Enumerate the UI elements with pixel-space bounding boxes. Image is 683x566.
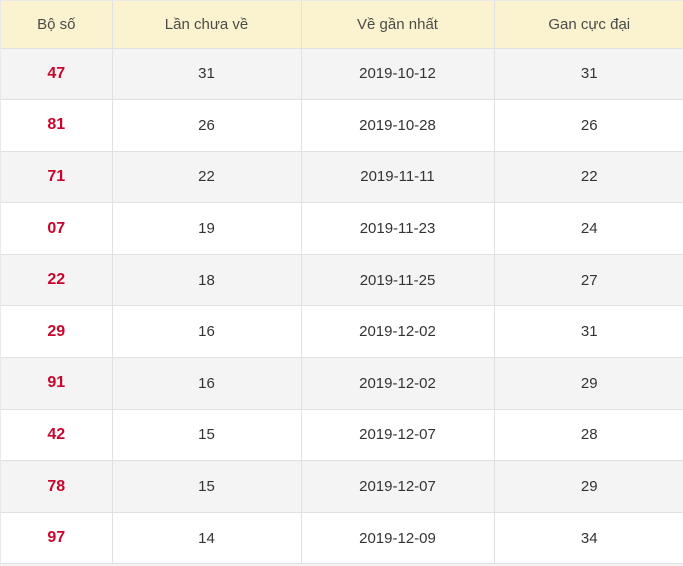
cell-ve-gan-nhat: 2019-12-09	[301, 512, 495, 565]
table-row: 07 19 2019-11-23 24	[1, 202, 683, 255]
cell-gan-cuc-dai: 31	[494, 305, 683, 359]
cell-ve-gan-nhat: 2019-12-02	[301, 305, 495, 359]
cell-lan-chua-ve: 14	[112, 512, 302, 565]
number-link[interactable]: 42	[47, 425, 66, 443]
cell-lan-chua-ve: 16	[112, 305, 302, 359]
cell-bo-so: 97	[1, 512, 113, 565]
cell-ve-gan-nhat: 2019-12-07	[301, 460, 495, 513]
cell-ve-gan-nhat: 2019-10-12	[301, 48, 495, 101]
cell-bo-so: 81	[1, 99, 113, 152]
cell-bo-so: 07	[1, 202, 113, 255]
number-link[interactable]: 71	[47, 167, 66, 185]
cell-gan-cuc-dai: 29	[494, 357, 683, 410]
cell-ve-gan-nhat: 2019-11-11	[301, 151, 495, 204]
cell-bo-so: 42	[1, 409, 113, 462]
cell-ve-gan-nhat: 2019-11-25	[301, 254, 495, 307]
table-row: 47 31 2019-10-12 31	[1, 48, 683, 101]
column-header-ve-gan-nhat: Về gần nhất	[301, 1, 495, 49]
cell-gan-cuc-dai: 28	[494, 409, 683, 462]
number-link[interactable]: 47	[47, 64, 66, 82]
table-row: 22 18 2019-11-25 27	[1, 254, 683, 307]
cell-ve-gan-nhat: 2019-11-23	[301, 202, 495, 255]
table-row: 81 26 2019-10-28 26	[1, 99, 683, 152]
cell-gan-cuc-dai: 34	[494, 512, 683, 565]
cell-ve-gan-nhat: 2019-12-07	[301, 409, 495, 462]
table-row: 91 16 2019-12-02 29	[1, 357, 683, 410]
column-header-lan-chua-ve: Lần chưa về	[112, 1, 302, 49]
table-row: 29 16 2019-12-02 31	[1, 305, 683, 359]
column-header-gan-cuc-dai: Gan cực đại	[494, 1, 683, 49]
cell-ve-gan-nhat: 2019-12-02	[301, 357, 495, 410]
partial-next-row	[1, 564, 683, 566]
cell-gan-cuc-dai: 24	[494, 202, 683, 255]
table-row: 42 15 2019-12-07 28	[1, 409, 683, 462]
cell-gan-cuc-dai: 31	[494, 48, 683, 101]
cell-lan-chua-ve: 18	[112, 254, 302, 307]
cell-gan-cuc-dai: 22	[494, 151, 683, 204]
number-link[interactable]: 07	[47, 219, 66, 237]
cell-lan-chua-ve: 15	[112, 460, 302, 513]
column-header-bo-so: Bộ số	[1, 1, 113, 49]
cell-lan-chua-ve: 15	[112, 409, 302, 462]
number-link[interactable]: 29	[47, 322, 66, 340]
cell-lan-chua-ve: 26	[112, 99, 302, 152]
table-header: Bộ số Lần chưa về Về gần nhất Gan cực đạ…	[1, 1, 683, 49]
cell-bo-so: 22	[1, 254, 113, 307]
cell-bo-so: 29	[1, 305, 113, 359]
number-link[interactable]: 78	[47, 477, 66, 495]
number-link[interactable]: 91	[47, 374, 66, 392]
table-row: 97 14 2019-12-09 34	[1, 512, 683, 565]
number-link[interactable]: 22	[47, 271, 66, 289]
number-link[interactable]: 81	[47, 116, 66, 134]
number-link[interactable]: 97	[47, 529, 66, 547]
cell-gan-cuc-dai: 27	[494, 254, 683, 307]
cell-bo-so: 47	[1, 48, 113, 101]
cell-lan-chua-ve: 19	[112, 202, 302, 255]
cell-lan-chua-ve: 16	[112, 357, 302, 410]
cell-lan-chua-ve: 31	[112, 48, 302, 101]
cell-bo-so: 71	[1, 151, 113, 204]
cell-lan-chua-ve: 22	[112, 151, 302, 204]
header-row: Bộ số Lần chưa về Về gần nhất Gan cực đạ…	[1, 1, 683, 49]
cell-gan-cuc-dai: 29	[494, 460, 683, 513]
table-row: 71 22 2019-11-11 22	[1, 151, 683, 204]
cell-ve-gan-nhat: 2019-10-28	[301, 99, 495, 152]
table-row: 78 15 2019-12-07 29	[1, 460, 683, 513]
cell-bo-so: 91	[1, 357, 113, 410]
cell-gan-cuc-dai: 26	[494, 99, 683, 152]
cell-bo-so: 78	[1, 460, 113, 513]
table-body: 47 31 2019-10-12 31 81 26 2019-10-28 26 …	[1, 48, 683, 565]
